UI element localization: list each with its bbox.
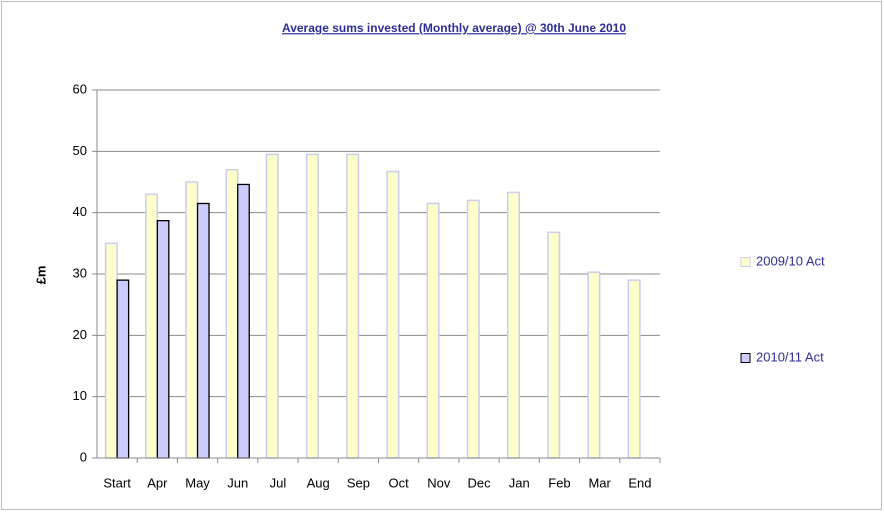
x-tick-label: Nov <box>427 475 451 490</box>
bar <box>507 191 520 459</box>
chart-title: Average sums invested (Monthly average) … <box>282 21 626 35</box>
y-tick-label: 0 <box>80 449 87 464</box>
bar <box>237 183 250 459</box>
bar <box>225 168 239 459</box>
x-tick-label: Oct <box>388 475 409 490</box>
bar <box>116 279 130 459</box>
bar <box>386 170 400 459</box>
bar <box>185 181 199 459</box>
x-tick-label: End <box>628 475 651 490</box>
x-tick-label: Apr <box>147 475 168 490</box>
bar <box>305 153 319 459</box>
bar <box>346 153 360 459</box>
x-tick-label: May <box>185 475 210 490</box>
y-tick-label: 40 <box>73 204 87 219</box>
x-tick-label: Sep <box>347 475 370 490</box>
legend-swatch <box>740 353 751 363</box>
y-tick-label: 50 <box>73 143 87 158</box>
x-tick-label: Start <box>103 475 131 490</box>
legend-label: 2010/11 Act <box>756 349 824 364</box>
y-axis-label: £m <box>33 266 48 285</box>
bar <box>547 231 561 459</box>
legend-swatch <box>740 257 751 267</box>
bar <box>196 202 210 459</box>
x-tick-label: Jan <box>509 475 530 490</box>
x-tick-label: Jul <box>270 475 287 490</box>
bar <box>145 193 159 459</box>
x-tick-label: Jun <box>227 475 248 490</box>
bar <box>265 153 279 459</box>
x-tick-label: Mar <box>588 475 611 490</box>
x-tick-label: Aug <box>307 475 330 490</box>
y-tick-label: 10 <box>73 388 87 403</box>
bar <box>104 242 118 459</box>
bar <box>466 199 480 459</box>
y-tick-label: 20 <box>73 327 87 342</box>
y-tick-label: 30 <box>73 265 87 280</box>
bar <box>627 279 641 459</box>
legend-label: 2009/10 Act <box>756 253 825 268</box>
y-tick-label: 60 <box>73 81 87 96</box>
bar <box>426 202 440 459</box>
x-tick-label: Feb <box>548 475 570 490</box>
bar <box>587 271 601 459</box>
x-tick-label: Dec <box>467 475 491 490</box>
bar <box>156 219 170 459</box>
